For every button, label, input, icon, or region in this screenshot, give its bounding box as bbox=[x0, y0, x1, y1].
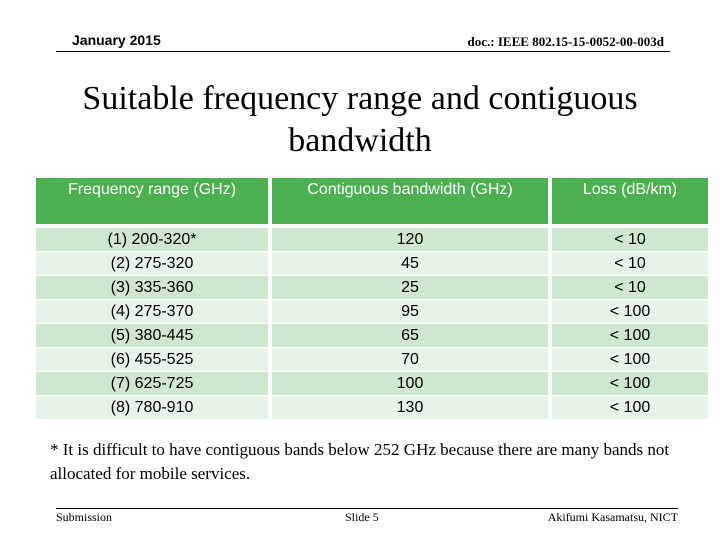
table-row: (1) 200-320* 120 < 10 bbox=[36, 224, 708, 252]
table-row: (5) 380-445 65 < 100 bbox=[36, 324, 708, 348]
footer-slide-number: Slide 5 bbox=[345, 510, 379, 524]
cell-loss: < 10 bbox=[552, 224, 708, 252]
cell-bandwidth: 45 bbox=[272, 252, 552, 276]
table-row: (8) 780-910 130 < 100 bbox=[36, 396, 708, 420]
table-row: (7) 625-725 100 < 100 bbox=[36, 372, 708, 396]
footer-divider bbox=[56, 508, 678, 509]
cell-bandwidth: 120 bbox=[272, 224, 552, 252]
cell-loss: < 100 bbox=[552, 324, 708, 348]
cell-loss: < 100 bbox=[552, 348, 708, 372]
footer-submission: Submission bbox=[56, 510, 113, 524]
header-date: January 2015 bbox=[72, 32, 161, 48]
table-row: (3) 335-360 25 < 10 bbox=[36, 276, 708, 300]
cell-loss: < 100 bbox=[552, 396, 708, 420]
cell-bandwidth: 95 bbox=[272, 300, 552, 324]
cell-frequency: (4) 275-370 bbox=[36, 300, 272, 324]
cell-bandwidth: 65 bbox=[272, 324, 552, 348]
cell-loss: < 100 bbox=[552, 300, 708, 324]
cell-bandwidth: 130 bbox=[272, 396, 552, 420]
footer-author: Akifumi Kasamatsu, NICT bbox=[547, 510, 678, 524]
slide-title: Suitable frequency range and contiguous … bbox=[82, 80, 638, 159]
cell-bandwidth: 25 bbox=[272, 276, 552, 300]
header-doc-id: doc.: IEEE 802.15-15-0052-00-003d bbox=[467, 34, 664, 49]
table-row: (4) 275-370 95 < 100 bbox=[36, 300, 708, 324]
cell-frequency: (7) 625-725 bbox=[36, 372, 272, 396]
frequency-table: Frequency range (GHz) Contiguous bandwid… bbox=[36, 178, 708, 420]
cell-loss: < 10 bbox=[552, 252, 708, 276]
column-header-loss: Loss (dB/km) bbox=[552, 178, 708, 224]
cell-bandwidth: 100 bbox=[272, 372, 552, 396]
cell-loss: < 10 bbox=[552, 276, 708, 300]
cell-bandwidth: 70 bbox=[272, 348, 552, 372]
footnote: * It is difficult to have contiguous ban… bbox=[50, 440, 670, 483]
column-header-bandwidth: Contiguous bandwidth (GHz) bbox=[272, 178, 552, 224]
header-divider bbox=[56, 51, 670, 52]
cell-loss: < 100 bbox=[552, 372, 708, 396]
table-header-row: Frequency range (GHz) Contiguous bandwid… bbox=[36, 178, 708, 224]
cell-frequency: (3) 335-360 bbox=[36, 276, 272, 300]
cell-frequency: (6) 455-525 bbox=[36, 348, 272, 372]
cell-frequency: (1) 200-320* bbox=[36, 224, 272, 252]
column-header-frequency: Frequency range (GHz) bbox=[36, 178, 272, 224]
cell-frequency: (8) 780-910 bbox=[36, 396, 272, 420]
table-row: (2) 275-320 45 < 10 bbox=[36, 252, 708, 276]
cell-frequency: (2) 275-320 bbox=[36, 252, 272, 276]
table-row: (6) 455-525 70 < 100 bbox=[36, 348, 708, 372]
cell-frequency: (5) 380-445 bbox=[36, 324, 272, 348]
